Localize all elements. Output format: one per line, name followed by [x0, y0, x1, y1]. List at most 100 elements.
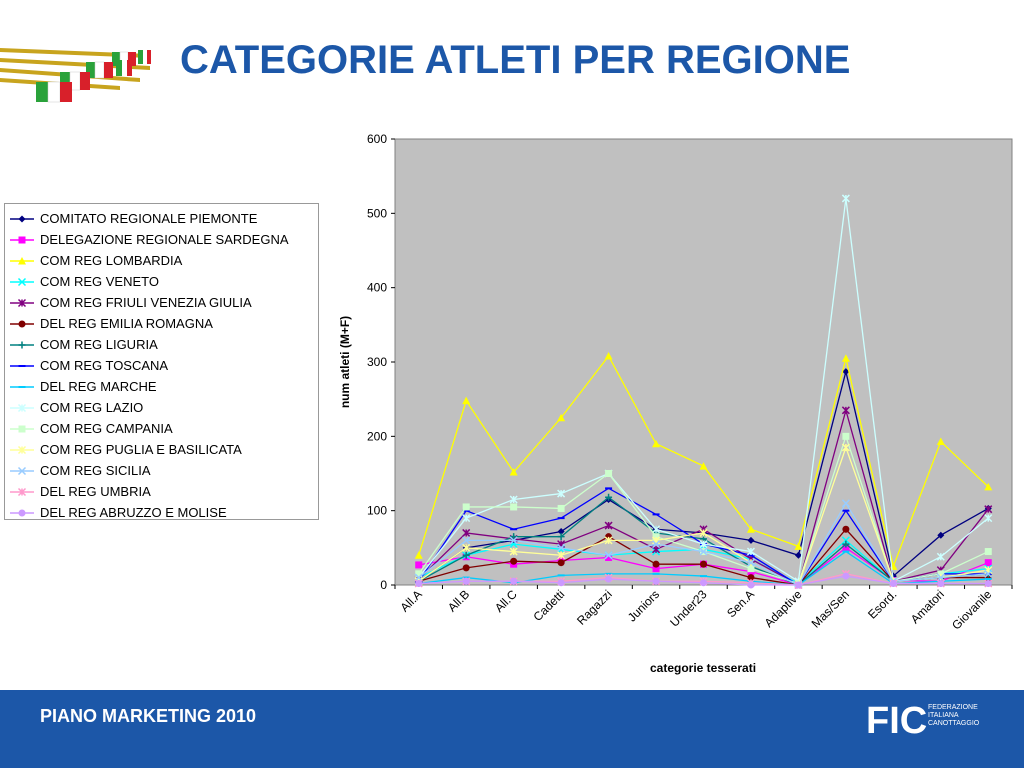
legend-item: DEL REG EMILIA ROMAGNA: [9, 313, 213, 334]
data-point: [604, 536, 613, 545]
data-point: [652, 540, 661, 549]
data-point: [18, 236, 26, 243]
data-point: [937, 531, 945, 539]
data-point: [652, 525, 661, 534]
y-tick-label: 500: [367, 206, 387, 220]
data-point: [17, 445, 27, 454]
fic-logo-mark: FIC: [866, 700, 927, 740]
data-point: [462, 564, 470, 572]
y-tick-label: 400: [367, 281, 387, 295]
data-point: [652, 533, 660, 541]
legend-item: COM REG LOMBARDIA: [9, 250, 182, 271]
legend-swatch-icon: [10, 509, 34, 516]
data-point: [17, 277, 27, 286]
data-point: [605, 487, 613, 490]
data-point: [841, 443, 850, 452]
legend-swatch-icon: [10, 277, 34, 286]
data-point: [605, 572, 613, 575]
data-point: [652, 513, 660, 516]
data-point: [557, 579, 565, 587]
data-point: [462, 551, 470, 559]
legend-swatch-icon: [10, 298, 34, 307]
data-point: [700, 560, 707, 568]
data-point: [510, 528, 518, 531]
data-point: [984, 514, 993, 523]
legend-swatch-icon: [10, 364, 34, 367]
legend-item: COM REG LIGURIA: [9, 334, 158, 355]
y-tick-label: 0: [380, 578, 387, 592]
legend-item: COM REG SICILIA: [9, 460, 151, 481]
x-axis-label: categorie tesserati: [650, 661, 756, 675]
legend-swatch-icon: [10, 215, 34, 222]
x-tick-label: Esord.: [865, 587, 899, 621]
data-point: [841, 499, 850, 508]
legend-label: COM REG LIGURIA: [40, 337, 158, 352]
fic-logo-icon: FIC: [866, 700, 927, 740]
data-point: [462, 543, 471, 552]
data-point: [415, 561, 423, 569]
legend-label: COM REG SICILIA: [40, 463, 151, 478]
data-point: [605, 553, 613, 561]
data-point: [557, 504, 565, 512]
data-point: [842, 432, 850, 440]
x-tick-label: Ragazzi: [574, 587, 615, 628]
footer-text: PIANO MARKETING 2010: [40, 706, 257, 726]
fic-sub-line: CANOTTAGGIO: [928, 720, 980, 727]
data-point: [652, 439, 661, 448]
legend-item: COM REG CAMPANIA: [9, 418, 173, 439]
x-axis: All.A All.B All.C Cadetti Ragazzi Juniors Unde…: [394, 585, 1013, 633]
data-point: [604, 352, 613, 360]
footer-bar: PIANO MARKETING 2010 FIC FEDERAZIONE ITA…: [0, 690, 1024, 768]
data-point: [18, 320, 26, 327]
series-lines: [414, 194, 993, 590]
data-point: [794, 581, 802, 589]
data-point: [510, 557, 518, 565]
data-point: [937, 580, 945, 588]
data-point: [510, 577, 518, 585]
data-point: [746, 547, 755, 556]
legend-swatch-icon: [10, 466, 34, 475]
data-point: [699, 540, 708, 549]
x-tick-label: All.A: [397, 587, 424, 614]
data-point: [984, 569, 993, 578]
data-point: [700, 575, 707, 578]
legend-label: DEL REG ABRUZZO E MOLISE: [40, 505, 227, 520]
data-point: [557, 533, 565, 541]
x-tick-label: Cadetti: [530, 587, 567, 624]
data-point: [18, 341, 26, 348]
data-point: [652, 560, 660, 568]
fic-sub-line: ITALIANA: [928, 712, 959, 719]
data-point: [18, 509, 26, 516]
x-tick-label: Sen.A: [724, 587, 757, 620]
data-point: [557, 551, 566, 560]
data-point: [509, 536, 518, 545]
legend-item: COMITATO REGIONALE PIEMONTE: [9, 208, 257, 229]
data-point: [462, 509, 470, 512]
data-point: [415, 580, 423, 588]
data-point: [509, 547, 518, 556]
legend-label: DEL REG EMILIA ROMAGNA: [40, 316, 213, 331]
data-point: [984, 505, 993, 514]
legend-swatch-icon: [10, 320, 34, 327]
line-chart: 0 100 200 300 400 500 600 All.A All.B All.C Cadet…: [338, 132, 1013, 675]
x-tick-label: Giovanile: [949, 587, 995, 633]
data-point: [984, 580, 992, 588]
legend-item: DEL REG UMBRIA: [9, 481, 151, 502]
plot-area: [394, 138, 1013, 586]
data-point: [462, 528, 471, 537]
legend-swatch-icon: [10, 487, 34, 496]
data-point: [747, 554, 755, 557]
y-tick-label: 100: [367, 504, 387, 518]
data-point: [414, 573, 423, 582]
data-point: [18, 425, 26, 432]
legend-item: COM REG TOSCANA: [9, 355, 168, 376]
data-point: [936, 552, 945, 561]
data-point: [18, 215, 26, 222]
data-point: [510, 533, 518, 541]
data-point: [842, 540, 850, 548]
y-axis-label: num atleti (M+F): [338, 316, 352, 408]
legend-swatch-icon: [10, 425, 34, 432]
legend-swatch-icon: [10, 445, 34, 454]
data-point: [557, 517, 565, 520]
legend-swatch-icon: [10, 385, 34, 388]
